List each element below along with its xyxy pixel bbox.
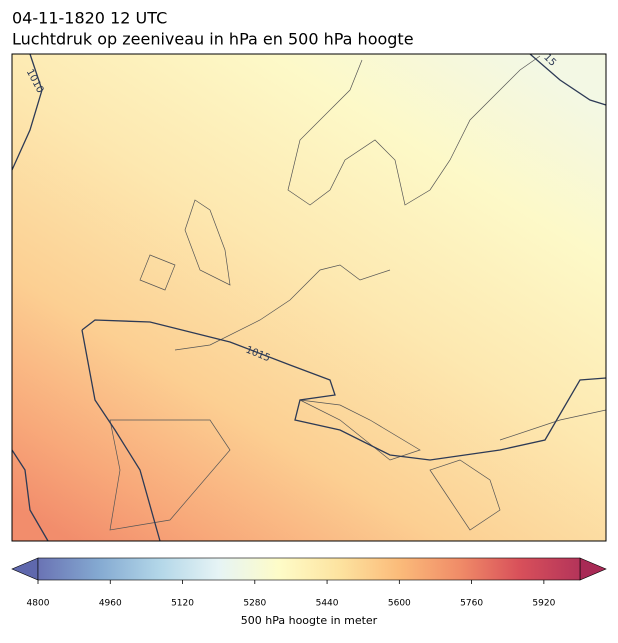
colorbar-tick-label: 5760 xyxy=(460,599,483,609)
colorbar-tick-label: 5440 xyxy=(316,599,339,609)
colorbar-tick-label: 5920 xyxy=(532,599,555,609)
title-line-2: Luchtdruk op zeeniveau in hPa en 500 hPa… xyxy=(12,30,414,49)
map-frame xyxy=(11,53,607,542)
colorbar-label: 500 hPa hoogte in meter xyxy=(241,614,378,627)
colorbar-tick-label: 4960 xyxy=(99,599,122,609)
colorbar-tick-label: 4800 xyxy=(27,599,50,609)
colorbar-tick-label: 5280 xyxy=(243,599,266,609)
map-panel: 1010 1015 15 xyxy=(11,52,607,542)
colorbar-tick-label: 5120 xyxy=(171,599,194,609)
title-line-1: 04-11-1820 12 UTC xyxy=(12,9,167,28)
colorbar-extend-high xyxy=(579,557,607,581)
colorbar-tick-label: 5600 xyxy=(388,599,411,609)
colorbar-extend-low xyxy=(11,557,39,581)
height-field xyxy=(12,54,606,541)
coastlines xyxy=(109,55,607,531)
colorbar: 500 hPa hoogte in meter 4800 4960 5120 5280… xyxy=(11,557,607,627)
colorbar-body xyxy=(37,557,581,581)
isobars xyxy=(11,53,607,542)
